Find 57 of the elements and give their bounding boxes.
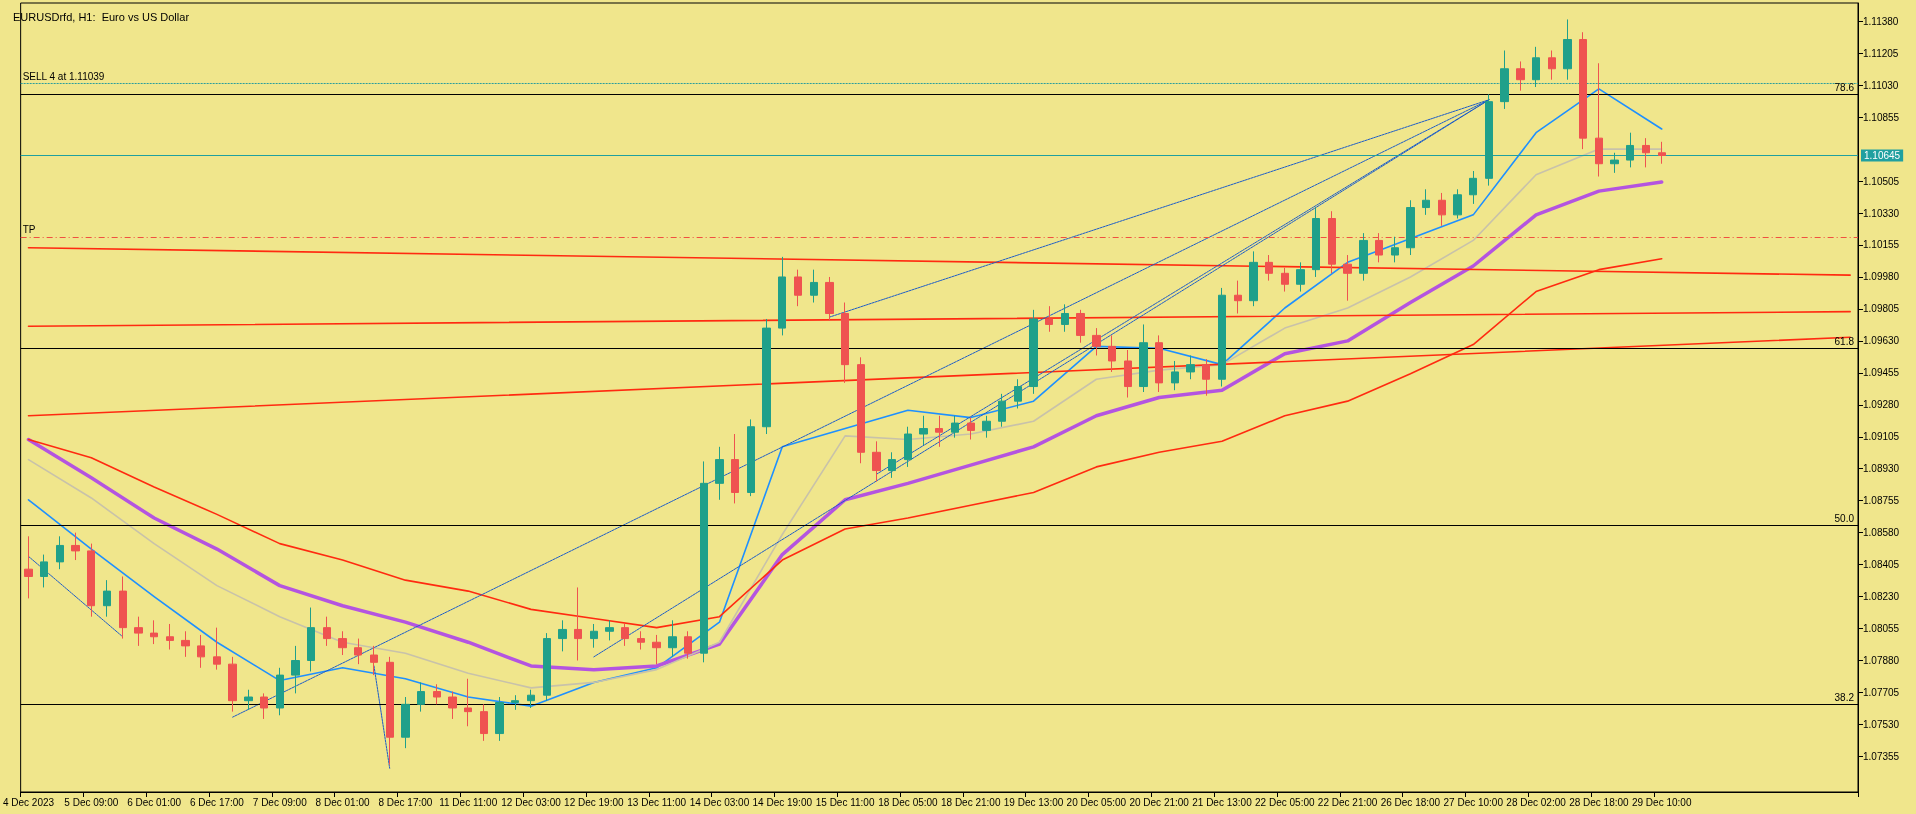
- y-tick-label: 1.08055: [1863, 623, 1900, 635]
- x-tick-label: 15 Dec 11:00: [815, 796, 875, 808]
- y-tick-label: 1.11205: [1863, 47, 1899, 59]
- y-tick-label: 1.09980: [1863, 271, 1900, 283]
- ref-line-label: 1.10645: [1864, 150, 1901, 161]
- x-tick-label: 8 Dec 01:00: [315, 796, 370, 808]
- x-tick-label: 28 Dec 02:00: [1506, 796, 1567, 808]
- x-tick-label: 20 Dec 05:00: [1066, 796, 1127, 808]
- annotation: 61.8: [1834, 335, 1855, 347]
- y-tick-label: 1.11030: [1863, 79, 1899, 91]
- y-tick-label: 1.08580: [1863, 527, 1900, 539]
- x-tick-label: 19 Dec 13:00: [1003, 796, 1064, 808]
- x-tick-label: 6 Dec 01:00: [127, 796, 182, 808]
- x-tick-label: 28 Dec 18:00: [1569, 796, 1630, 808]
- annotation: 38.2: [1834, 691, 1855, 703]
- x-tick-label: 14 Dec 03:00: [689, 796, 750, 808]
- y-tick-label: 1.09280: [1863, 399, 1900, 411]
- y-tick-label: 1.08930: [1863, 463, 1900, 475]
- y-tick-label: 1.07705: [1863, 686, 1900, 698]
- annotation: 50.0: [1834, 512, 1855, 524]
- x-tick-label: 18 Dec 05:00: [878, 796, 939, 808]
- x-tick-label: 4 Dec 2023: [2, 796, 55, 808]
- x-tick-label: 14 Dec 19:00: [752, 796, 813, 808]
- y-tick-label: 1.08230: [1863, 591, 1900, 603]
- x-tick-label: 11 Dec 11:00: [439, 796, 498, 808]
- ref-line-label: SELL 4 at 1.11039: [22, 71, 105, 83]
- y-tick-label: 1.09805: [1863, 303, 1900, 315]
- y-tick-label: 1.07880: [1863, 655, 1900, 666]
- ref-line-label: TP: [22, 224, 36, 236]
- y-tick-label: 1.07355: [1863, 750, 1900, 762]
- x-tick-label: 22 Dec 21:00: [1317, 796, 1378, 808]
- x-tick-label: 7 Dec 09:00: [252, 796, 308, 808]
- x-tick-label: 13 Dec 11:00: [627, 796, 687, 808]
- y-tick-label: 1.08405: [1863, 559, 1900, 571]
- x-tick-label: 22 Dec 05:00: [1255, 796, 1315, 808]
- x-tick-label: 5 Dec 09:00: [64, 796, 119, 808]
- x-tick-label: 29 Dec 10:00: [1631, 796, 1692, 808]
- y-tick-label: 1.10505: [1863, 175, 1900, 187]
- x-tick-label: 21 Dec 13:00: [1192, 796, 1253, 808]
- x-tick-label: 6 Dec 17:00: [189, 796, 245, 808]
- x-tick-label: 8 Dec 17:00: [378, 796, 433, 808]
- y-tick-label: 1.08755: [1863, 495, 1900, 507]
- x-tick-label: 12 Dec 19:00: [564, 796, 625, 808]
- x-tick-label: 18 Dec 21:00: [940, 796, 1001, 808]
- y-tick-label: 1.11380: [1863, 15, 1899, 27]
- y-tick-label: 1.10155: [1863, 239, 1900, 251]
- y-tick-label: 1.10855: [1863, 111, 1900, 123]
- x-tick-label: 12 Dec 03:00: [501, 796, 562, 808]
- y-tick-label: 1.09455: [1863, 367, 1900, 379]
- x-tick-label: 20 Dec 21:00: [1129, 796, 1190, 808]
- annotation: 78.6: [1834, 81, 1855, 93]
- y-tick-label: 1.07530: [1863, 718, 1900, 730]
- x-tick-label: 26 Dec 18:00: [1380, 796, 1441, 808]
- x-tick-label: 27 Dec 10:00: [1443, 796, 1504, 808]
- y-tick-label: 1.10330: [1863, 207, 1900, 219]
- y-tick-label: 1.09105: [1863, 431, 1900, 443]
- y-tick-label: 1.09630: [1863, 335, 1900, 347]
